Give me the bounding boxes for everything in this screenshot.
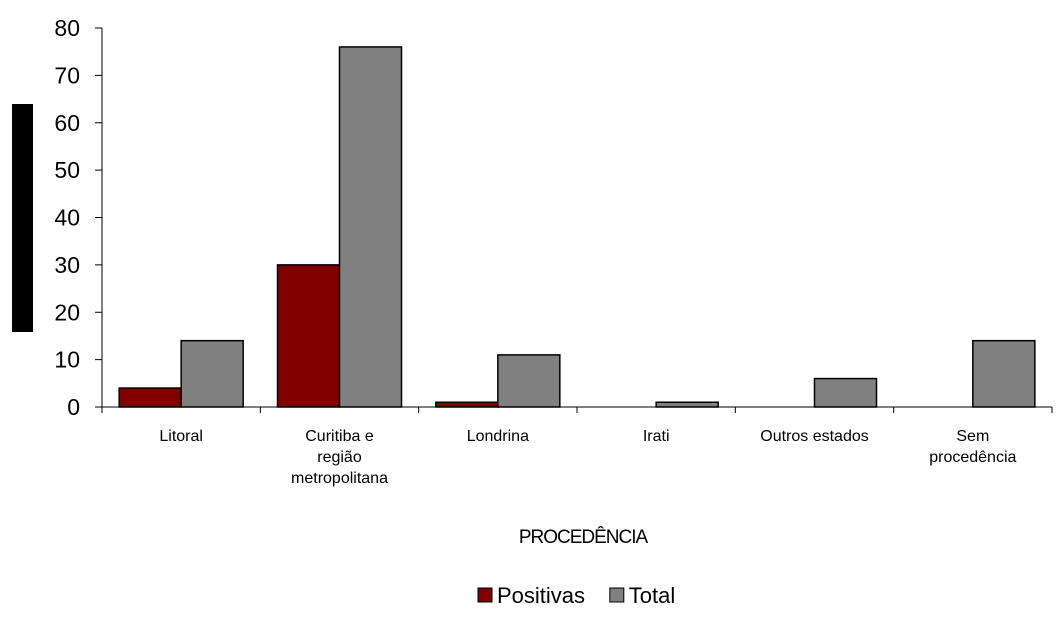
y-tick-label: 10 <box>54 347 80 373</box>
legend-label-total: Total <box>629 583 675 608</box>
x-tick-label: Londrina <box>467 428 529 445</box>
y-tick-label: 20 <box>54 299 80 325</box>
x-tick-label: Sem procedência <box>929 428 1016 466</box>
y-tick-label: 40 <box>54 205 80 231</box>
bar-total <box>180 339 244 408</box>
legend: Positivas Total <box>477 583 675 608</box>
y-tick-label: 50 <box>54 157 80 183</box>
y-tick-label: 30 <box>54 252 80 278</box>
legend-swatch-positivas <box>477 587 493 603</box>
x-tick-label: Irati <box>643 428 670 445</box>
bar-total <box>972 339 1036 408</box>
ylabel-box <box>12 104 33 332</box>
bar-positivas <box>276 264 341 408</box>
x-axis-label: PROCEDÊNCIA <box>519 526 649 548</box>
y-tick-label: 70 <box>54 62 80 88</box>
bar-total <box>497 354 561 408</box>
y-tick-label: 80 <box>54 15 80 41</box>
bar-total <box>338 46 403 408</box>
bar-total <box>813 377 878 408</box>
plot-area: 0 10 20 30 40 50 60 70 80 Litoral Curitiba e região… <box>54 15 1053 487</box>
y-tick-label: 60 <box>54 110 80 136</box>
legend-swatch-total <box>609 587 625 603</box>
bar-positivas <box>435 401 499 408</box>
x-tick-label: Outros estados <box>760 428 869 445</box>
bar-total <box>655 401 719 408</box>
x-tick-label: Litoral <box>159 428 203 445</box>
y-tick-label: 0 <box>67 394 80 420</box>
x-tick-label: Curitiba e região metropolitana <box>291 428 388 487</box>
legend-label-positivas: Positivas <box>497 583 585 608</box>
bar-positivas <box>118 387 182 408</box>
